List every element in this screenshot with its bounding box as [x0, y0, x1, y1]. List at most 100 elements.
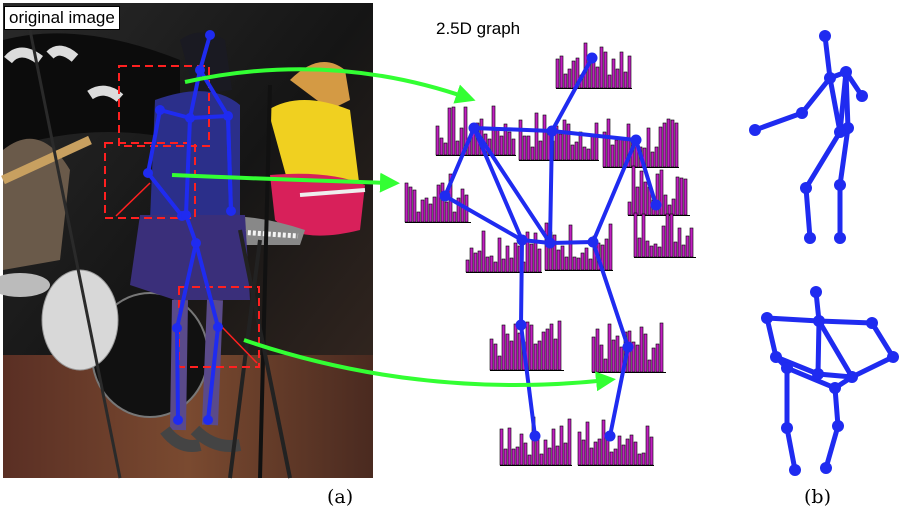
graph-limb	[550, 129, 638, 142]
pose1-joint	[796, 107, 808, 119]
photo-joint	[191, 238, 201, 248]
histogram-bar	[412, 189, 417, 223]
histogram-bar	[637, 237, 642, 258]
graph-skeleton	[439, 52, 662, 442]
histogram-bar	[621, 444, 626, 466]
pose1-limb	[803, 129, 843, 191]
pose2-limb	[832, 385, 841, 429]
histogram	[465, 230, 542, 273]
graph-joint	[546, 125, 558, 137]
histogram-bar	[522, 135, 527, 161]
graph-limb	[634, 138, 658, 207]
histogram-bar	[633, 441, 638, 466]
singer-dress	[130, 215, 250, 300]
histogram-bar	[576, 257, 581, 271]
histogram-bar	[555, 445, 560, 466]
histogram-bar	[619, 51, 624, 89]
histogram-bar	[611, 58, 616, 89]
pose1-limb	[822, 33, 833, 81]
histogram-bar	[590, 133, 595, 161]
guitarist-hair	[290, 62, 350, 110]
caption-b: (b)	[804, 486, 831, 508]
histogram-bar	[477, 250, 482, 273]
histogram-grid	[404, 42, 696, 466]
pose1-limb	[837, 69, 849, 135]
histogram-bar	[533, 343, 538, 371]
pose2-limb	[784, 365, 838, 391]
histogram-bar	[562, 119, 567, 161]
histogram-bar	[645, 425, 650, 466]
histogram-bar	[505, 245, 510, 273]
histogram-bar	[515, 446, 520, 466]
photo-limb	[184, 116, 192, 217]
histogram-bar	[511, 448, 516, 466]
histogram-bar	[493, 261, 498, 273]
histogram-bar	[543, 439, 548, 466]
histogram-bar	[671, 198, 676, 216]
histogram-bar	[511, 138, 516, 156]
pose-variant-1	[749, 30, 868, 244]
photo-limb	[194, 241, 220, 329]
histogram-bar	[517, 332, 522, 371]
histogram-bar	[546, 131, 551, 161]
histogram-bar	[674, 122, 679, 168]
pose1-joint	[824, 72, 836, 84]
histogram-bar	[424, 197, 429, 223]
histogram-bar	[435, 125, 440, 156]
histogram-bar	[613, 448, 618, 466]
photo-limb	[226, 114, 233, 213]
pose2-joint	[887, 351, 899, 363]
histogram-bar	[649, 436, 654, 466]
yellow-shirt	[268, 100, 360, 190]
histogram-bar	[635, 186, 640, 216]
histogram-bar	[518, 119, 523, 161]
photo-label: original image	[4, 6, 120, 30]
histogram-bar	[577, 431, 582, 466]
histogram-bar	[625, 438, 630, 466]
histogram-bar	[578, 131, 583, 161]
pose2-limb	[764, 315, 779, 360]
histogram-bar	[683, 178, 688, 216]
histogram-bar	[570, 144, 575, 161]
graph-title: 2.5D graph	[436, 19, 521, 38]
cymbal	[0, 273, 50, 297]
pose2-joint	[813, 315, 825, 327]
histogram-bar	[675, 176, 680, 216]
histogram-bar	[539, 453, 544, 466]
histogram-bar	[631, 165, 636, 216]
histogram-bar	[505, 333, 510, 371]
histogram-bar	[408, 186, 413, 223]
graph-limb	[591, 240, 630, 349]
histogram-bar	[645, 240, 650, 258]
histogram-bar	[501, 258, 506, 273]
histogram-bar	[529, 243, 534, 273]
histogram-bar	[653, 243, 658, 258]
histogram-bar	[444, 201, 449, 223]
histogram-bar	[572, 256, 577, 271]
pose2-limb	[816, 318, 875, 326]
histogram-bar	[615, 68, 620, 89]
histogram	[544, 222, 613, 271]
photo-joint	[226, 206, 236, 216]
photo-joint	[185, 113, 195, 123]
pose1-limb	[827, 75, 843, 135]
graph-limb	[591, 138, 638, 244]
histogram-bar	[558, 133, 563, 161]
graph-joint	[604, 430, 616, 442]
arrow-lower	[243, 338, 616, 392]
histogram-bar	[607, 323, 612, 373]
photo-joint	[205, 30, 215, 40]
histogram-bar	[404, 182, 409, 223]
histogram-bar	[647, 359, 652, 373]
photo-joint	[195, 65, 205, 75]
graph-limb	[472, 126, 554, 133]
original-photo	[0, 3, 373, 479]
histogram	[555, 42, 632, 89]
photo-limb	[158, 108, 192, 120]
histogram-bar	[566, 123, 571, 161]
photo-joint	[173, 415, 183, 425]
histogram-bar	[534, 112, 539, 161]
histogram-bar	[641, 452, 646, 466]
pose2-joint	[781, 422, 793, 434]
histogram-bar	[618, 137, 623, 168]
